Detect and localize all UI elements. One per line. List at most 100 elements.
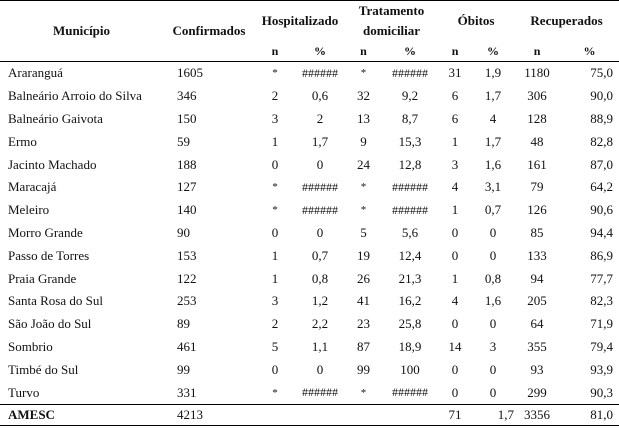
cell-confirmados: 140 [177,202,197,218]
cell-hosp-pct: 0,7 [311,247,329,263]
cell-municipio: São João do Sul [8,316,92,332]
cell-rec-pct: 90,6 [590,202,614,218]
cell-hosp-n: 3 [271,293,279,309]
cell-trat-pct: 21,3 [398,270,422,286]
total-hosp-n [255,403,295,426]
cell-trat-n: 32 [357,88,371,104]
cell-rec-n: 85 [530,224,544,240]
cell-hosp-n: * [272,181,278,194]
subheader-n: n [345,41,383,62]
cell-hosp-n: * [272,386,278,399]
cell-hosp-pct: 0,6 [311,88,329,104]
cell-confirmados: 346 [177,88,197,104]
cell-rec-n: 128 [527,110,547,126]
cell-trat-n: 19 [357,247,371,263]
cell-hosp-pct: ###### [302,65,338,80]
cell-rec-pct: 86,9 [590,247,614,263]
cell-obit-n: 1 [451,270,459,286]
cell-hosp-n: 1 [271,247,279,263]
cell-rec-n: 306 [527,88,547,104]
cell-hosp-pct: ###### [302,202,338,217]
cell-rec-pct: 87,0 [590,156,614,172]
cell-obit-pct: 0 [489,384,497,400]
cell-confirmados: 331 [177,384,197,400]
table-row: Araranguá 1605 * ###### * ###### 31 1,9 1180 75,0 [0,62,619,85]
cell-obit-n: 6 [451,110,459,126]
cell-trat-n: 9 [360,133,367,149]
cell-municipio: Maracajá [8,179,57,195]
cell-hosp-n: 1 [271,270,279,286]
cell-obit-pct: 4 [489,110,497,126]
cell-trat-n: 23 [357,316,371,332]
cell-municipio: Jacinto Machado [8,156,97,172]
table-row: Balneário Arroio do Silva 346 2 0,6 32 9,2 6 1,… [0,85,619,108]
cell-obit-n: 0 [451,384,459,400]
cell-obit-n: 4 [451,179,459,195]
cell-obit-n: 6 [451,88,459,104]
subheader-n: n [438,41,473,62]
cell-hosp-pct: ###### [302,385,338,400]
total-hosp-pct [295,403,346,426]
total-obit-n: 71 [438,403,473,426]
cell-hosp-pct: 0 [316,361,324,377]
subheader-pct: % [382,41,439,62]
cell-hosp-n: 3 [271,110,279,126]
cell-trat-pct: 8,7 [401,110,419,126]
cell-rec-pct: 77,7 [590,270,614,286]
table-row: Santa Rosa do Sul 253 3 1,2 41 16,2 4 1,6 205 82,… [0,290,619,313]
table-row: Morro Grande 90 0 0 5 5,6 0 0 85 94,4 [0,222,619,245]
cell-trat-n: 87 [357,338,371,354]
cell-obit-pct: 0,8 [484,270,502,286]
cell-hosp-n: 0 [271,224,279,240]
header-obitos: Óbitos [457,13,495,28]
cell-trat-n: 26 [357,270,371,286]
cell-trat-pct: 25,8 [398,316,422,332]
cell-municipio: Ermo [8,133,37,149]
cell-obit-pct: 0 [489,316,497,332]
cell-hosp-pct: 2 [316,110,324,126]
total-obit-pct: 1,7 [472,403,515,426]
cell-trat-pct: 18,9 [398,338,422,354]
cell-trat-pct: 16,2 [398,293,422,309]
cell-rec-n: 93 [530,361,544,377]
subheader-pct: % [295,41,346,62]
cell-rec-n: 1180 [524,65,550,81]
table-row: Passo de Torres 153 1 0,7 19 12,4 0 0 133 86,9 [0,244,619,267]
table-row: Praia Grande 122 1 0,8 26 21,3 1 0,8 94 77,7 [0,267,619,290]
cell-trat-n: 99 [357,361,371,377]
cell-rec-n: 299 [527,384,547,400]
cell-trat-n: 13 [357,110,371,126]
cell-hosp-n: 0 [271,361,279,377]
cell-trat-n: 41 [357,293,371,309]
cell-rec-pct: 90,0 [590,88,614,104]
cell-municipio: Balneário Gaivota [8,110,103,126]
cell-rec-pct: 79,4 [590,338,614,354]
cell-municipio: Turvo [8,384,40,400]
cell-municipio: Sombrio [8,338,53,354]
cell-hosp-pct: 0 [316,224,324,240]
cell-confirmados: 253 [177,293,197,309]
cell-trat-pct: 100 [400,361,420,377]
cell-rec-n: 161 [527,156,547,172]
cell-trat-pct: ###### [392,65,429,80]
cell-confirmados: 153 [177,247,197,263]
cell-obit-pct: 1,6 [484,156,502,172]
cell-municipio: Praia Grande [8,270,77,286]
cell-municipio: Balneário Arroio do Silva [8,88,142,104]
cell-obit-n: 0 [451,224,459,240]
cell-trat-pct: 9,2 [401,88,419,104]
table-row: Timbé do Sul 99 0 0 99 100 0 0 93 93,9 [0,358,619,381]
cell-obit-pct: 0 [489,247,497,263]
header-tratamento: Tratamento domiciliar [358,3,425,38]
total-rec-pct: 81,0 [560,403,619,426]
cell-trat-pct: ###### [392,202,429,217]
cell-rec-n: 48 [530,133,544,149]
cell-obit-n: 0 [451,316,459,332]
cell-confirmados: 150 [177,110,197,126]
cell-trat-pct: 12,4 [398,247,422,263]
header-recuperados: Recuperados [530,13,603,28]
cell-obit-n: 1 [451,202,459,218]
cell-obit-n: 3 [451,156,459,172]
